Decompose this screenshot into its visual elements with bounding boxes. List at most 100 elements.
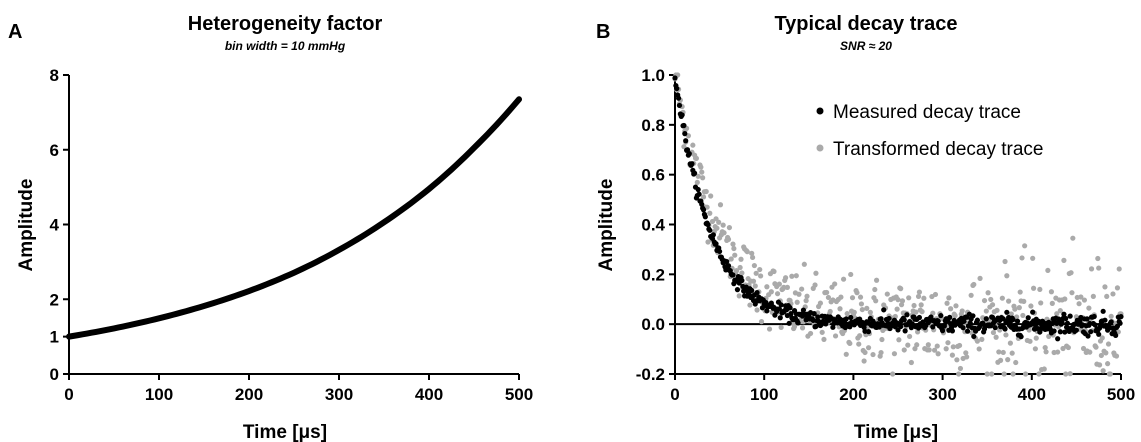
- legend-label-measured: Measured decay trace: [833, 102, 1021, 123]
- panel-b-data-point: [884, 291, 890, 297]
- panel-b-data-point: [1113, 332, 1119, 339]
- panel-b-data-point: [684, 147, 691, 153]
- panel-b-data-point: [801, 261, 807, 267]
- panel-b-data-point: [996, 349, 1002, 355]
- panel-a-x-tick-label: 200: [235, 385, 263, 404]
- panel-b-data-point: [1090, 293, 1096, 299]
- panel-b-data-point: [681, 122, 687, 129]
- panel-b-data-point: [700, 175, 706, 181]
- panel-b-data-point: [949, 328, 956, 334]
- panel-b-data-point: [721, 230, 727, 236]
- panel-b-data-point: [1009, 350, 1015, 356]
- panel-b-data-point: [979, 336, 985, 342]
- panel-b-data-point: [1073, 327, 1079, 333]
- panel-b-data-point: [950, 344, 956, 350]
- panel-b-data-point: [1087, 349, 1093, 355]
- panel-b-data-point: [1088, 329, 1094, 335]
- panel-b-data-point: [1010, 371, 1016, 377]
- panel-b-data-point: [1055, 349, 1061, 355]
- panel-b-data-point: [1013, 359, 1019, 366]
- panel-b-data-point: [1049, 300, 1055, 306]
- panel-b-x-tick-label: 400: [1018, 385, 1046, 404]
- panel-b-data-point: [857, 294, 864, 300]
- panel-b-xlabel: Time [μs]: [854, 422, 938, 442]
- panel-b-data-point: [1025, 315, 1031, 321]
- panel-b-data-point: [964, 354, 970, 360]
- panel-b-data-point: [886, 315, 892, 322]
- panel-b-data-point: [959, 308, 965, 314]
- panel-b-data-point: [1008, 311, 1014, 317]
- panel-b-data-point: [912, 346, 918, 352]
- panel-b-data-point: [865, 329, 872, 335]
- panel-b-subtitle: SNR ≈ 20: [840, 39, 892, 53]
- panel-b-data-point: [1043, 349, 1049, 355]
- panel-b-data-point: [1010, 317, 1016, 323]
- panel-b-data-point: [993, 334, 999, 340]
- panel-b-data-point: [925, 342, 931, 348]
- panel-b-data-point: [911, 302, 917, 309]
- panel-b-series-measured: [672, 75, 1124, 342]
- panel-b-data-point: [726, 224, 733, 231]
- panel-a-plot: 0 100 200 300 400 500 0 1 2 4 6 8: [50, 66, 534, 404]
- panel-b-data-point: [947, 314, 953, 320]
- panel-b-data-point: [1116, 266, 1122, 272]
- panel-b-data-point: [1041, 366, 1047, 372]
- panel-b-data-point: [1106, 325, 1112, 331]
- panel-b-data-point: [1021, 298, 1027, 304]
- panel-b-data-point: [804, 293, 810, 299]
- panel-b-data-point: [1019, 255, 1025, 261]
- panel-b-data-point: [901, 317, 907, 323]
- panel-b-data-point: [690, 142, 696, 148]
- panel-b-data-point: [1022, 371, 1029, 377]
- panel-b-data-point: [840, 276, 847, 282]
- panel-b-data-point: [1096, 265, 1102, 271]
- panel-b-data-point: [865, 345, 872, 351]
- panel-b-data-point: [1032, 346, 1038, 352]
- panel-b-data-point: [1062, 329, 1068, 335]
- panel-b-data-point: [1030, 309, 1036, 315]
- panel-b-x-tick-label: 0: [670, 385, 679, 404]
- panel-b-data-point: [967, 320, 973, 326]
- panel-b-data-point: [1030, 285, 1037, 291]
- panel-b-data-point: [1004, 309, 1010, 315]
- panel-b-data-point: [686, 151, 692, 157]
- panel-b-data-point: [682, 131, 688, 137]
- panel-b-data-point: [960, 325, 966, 331]
- panel-a-y-tick-label: 8: [50, 66, 59, 85]
- panel-b-data-point: [758, 273, 764, 279]
- panel-b-data-point: [730, 272, 736, 278]
- panel-b-data-point: [847, 340, 853, 347]
- panel-b-data-point: [1118, 314, 1124, 320]
- panel-b-data-point: [1096, 331, 1102, 337]
- panel-b-data-point: [1017, 289, 1023, 295]
- panel-a-y-tick-label: 1: [50, 328, 59, 347]
- panel-b-data-point: [787, 305, 793, 311]
- panel-b-data-point: [941, 323, 947, 329]
- panel-b-data-point: [1030, 255, 1036, 261]
- panel-b-data-point: [1088, 266, 1095, 272]
- panel-b-y-tick-label: -0.2: [636, 365, 665, 384]
- panel-b-data-point: [793, 273, 799, 279]
- panel-b-data-point: [1098, 352, 1104, 359]
- panel-b-data-point: [870, 351, 876, 358]
- panel-b-data-point: [891, 351, 898, 357]
- panel-b-data-point: [803, 298, 809, 304]
- panel-b-data-point: [1061, 257, 1067, 263]
- panel-b-data-point: [695, 173, 701, 179]
- panel-b-data-point: [700, 194, 707, 200]
- panel-b-data-point: [878, 316, 884, 322]
- panel-b-data-point: [707, 210, 713, 216]
- panel-b-ylabel: Amplitude: [596, 179, 617, 272]
- panel-b-data-point: [989, 302, 996, 308]
- panel-b-data-point: [749, 250, 755, 256]
- panel-b-data-point: [946, 295, 952, 301]
- panel-b-data-point: [732, 252, 738, 258]
- panel-b-data-point: [1113, 353, 1120, 359]
- panel-b-data-point: [1014, 318, 1021, 324]
- panel-b-data-point: [807, 330, 814, 337]
- legend-label-transformed: Transformed decay trace: [833, 139, 1044, 160]
- panel-b-data-point: [1000, 349, 1006, 356]
- panel-b-data-point: [990, 329, 997, 336]
- panel-a-xlabel: Time [μs]: [243, 422, 327, 442]
- panel-b-data-point: [730, 241, 736, 247]
